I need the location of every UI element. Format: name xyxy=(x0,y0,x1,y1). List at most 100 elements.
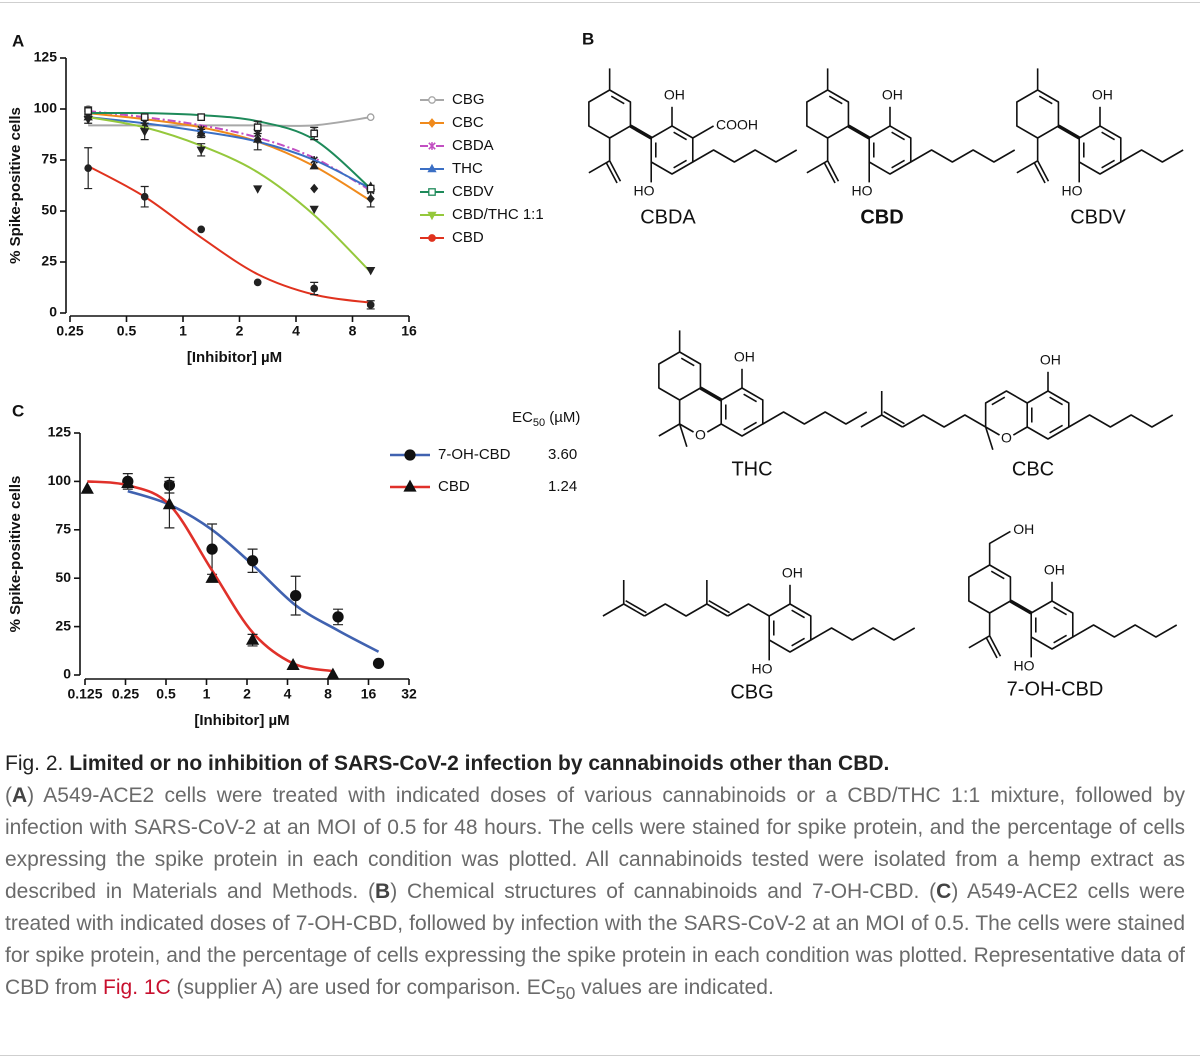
bond xyxy=(990,570,1005,580)
data-point xyxy=(309,205,319,215)
bond xyxy=(1009,599,1033,615)
data-point xyxy=(84,164,93,173)
x-tick-label: 0.125 xyxy=(67,686,102,702)
caption-text: values are indicated. xyxy=(575,976,774,999)
bond xyxy=(1049,424,1063,434)
x-tick-label: 1 xyxy=(203,686,211,702)
bond xyxy=(658,423,681,437)
legend-marker xyxy=(428,188,436,196)
data-point xyxy=(197,113,206,122)
bond xyxy=(868,125,912,175)
atom-label: HO xyxy=(1062,183,1083,199)
bond xyxy=(602,603,625,617)
bond xyxy=(860,414,883,428)
bond xyxy=(673,131,687,141)
caption-body: (A) A549-ACE2 cells were treated with in… xyxy=(5,780,1185,1009)
data-point xyxy=(290,589,302,602)
bond xyxy=(768,603,812,653)
bond xyxy=(847,124,871,140)
legend-marker xyxy=(404,449,416,461)
caption: Fig. 2. Limited or no inhibition of SARS… xyxy=(5,748,1185,1009)
legend-marker xyxy=(427,118,437,128)
data-point xyxy=(206,543,218,555)
bond xyxy=(902,414,987,428)
x-tick-label: 1 xyxy=(179,323,187,339)
x-tick-label: 2 xyxy=(236,323,244,339)
x-tick-label: 16 xyxy=(361,686,377,702)
fit-curve xyxy=(88,111,372,190)
bond xyxy=(791,637,805,647)
bond xyxy=(985,637,998,659)
data-point xyxy=(366,113,375,122)
ec50-header-unit: (µM) xyxy=(545,409,580,426)
y-tick-label: 125 xyxy=(48,424,72,440)
data-point xyxy=(196,146,206,155)
x-axis-title: [Inhibitor] µM xyxy=(187,349,282,366)
bond xyxy=(692,149,798,163)
fit-curve xyxy=(88,116,372,190)
bond xyxy=(1030,600,1074,650)
data-point xyxy=(326,667,340,680)
legend-marker xyxy=(403,479,417,492)
atom-label: OH xyxy=(1092,87,1113,103)
caption-subscript: 50 xyxy=(555,983,576,1004)
bond xyxy=(644,603,708,617)
y-tick-label: 100 xyxy=(48,472,72,488)
data-point xyxy=(245,632,260,645)
legend-label: CBD/THC 1:1 xyxy=(452,206,544,223)
molecule-name: CBD xyxy=(860,206,903,228)
data-point xyxy=(286,657,300,670)
data-point xyxy=(205,570,219,583)
bond xyxy=(823,162,836,184)
bond xyxy=(1057,124,1081,140)
y-tick-label: 100 xyxy=(34,100,58,116)
bond xyxy=(608,160,622,182)
bond xyxy=(743,421,757,431)
molecule-name: THC xyxy=(731,458,772,480)
caption-label: Fig. 2. xyxy=(5,752,64,775)
data-point xyxy=(246,555,259,567)
caption-heading: Fig. 2. Limited or no inhibition of SARS… xyxy=(5,748,1185,780)
atom-label: HO xyxy=(852,183,873,199)
caption-text: (supplier A) are used for comparison. EC xyxy=(170,976,556,999)
bond xyxy=(883,410,905,425)
y-tick-label: 75 xyxy=(55,521,71,537)
legend-label: THC xyxy=(452,160,483,177)
bond xyxy=(1016,89,1060,139)
x-tick-label: 0.25 xyxy=(56,323,83,339)
atom-label: HO xyxy=(752,661,773,677)
legend-label: CBD xyxy=(452,229,484,246)
caption-title: Limited or no inhibition of SARS-CoV-2 i… xyxy=(69,752,890,775)
bond xyxy=(1101,131,1115,141)
atom-label: HO xyxy=(1014,658,1035,674)
atom-label: O xyxy=(1001,430,1012,446)
caption-panel-letter: A xyxy=(12,784,28,807)
legend-label: CBG xyxy=(452,91,485,108)
data-point xyxy=(253,123,262,132)
legend-marker xyxy=(428,142,436,150)
bond xyxy=(629,124,653,140)
data-point xyxy=(366,193,375,204)
legend-label: CBDA xyxy=(452,137,494,154)
bond xyxy=(1026,390,1070,440)
data-point xyxy=(253,185,263,194)
data-point xyxy=(140,192,149,201)
atom-label: OH xyxy=(782,565,803,581)
bond xyxy=(673,159,687,169)
bond xyxy=(658,351,702,401)
caption-text: ) A549-ACE2 cells were treated with indi… xyxy=(5,880,1186,999)
bond xyxy=(910,149,1016,163)
bond xyxy=(727,603,770,617)
data-point xyxy=(310,183,319,194)
bond xyxy=(791,609,805,619)
bond xyxy=(1068,414,1174,428)
bond xyxy=(762,411,868,425)
bond xyxy=(743,393,757,403)
y-tick-label: 75 xyxy=(41,151,57,167)
bond xyxy=(991,396,1006,406)
atom-label: OH xyxy=(1040,352,1061,368)
molecule-name: CBC xyxy=(1012,458,1054,480)
figure-link[interactable]: Fig. 1C xyxy=(103,976,171,999)
molecule-name: 7-OH-CBD xyxy=(1007,678,1104,700)
